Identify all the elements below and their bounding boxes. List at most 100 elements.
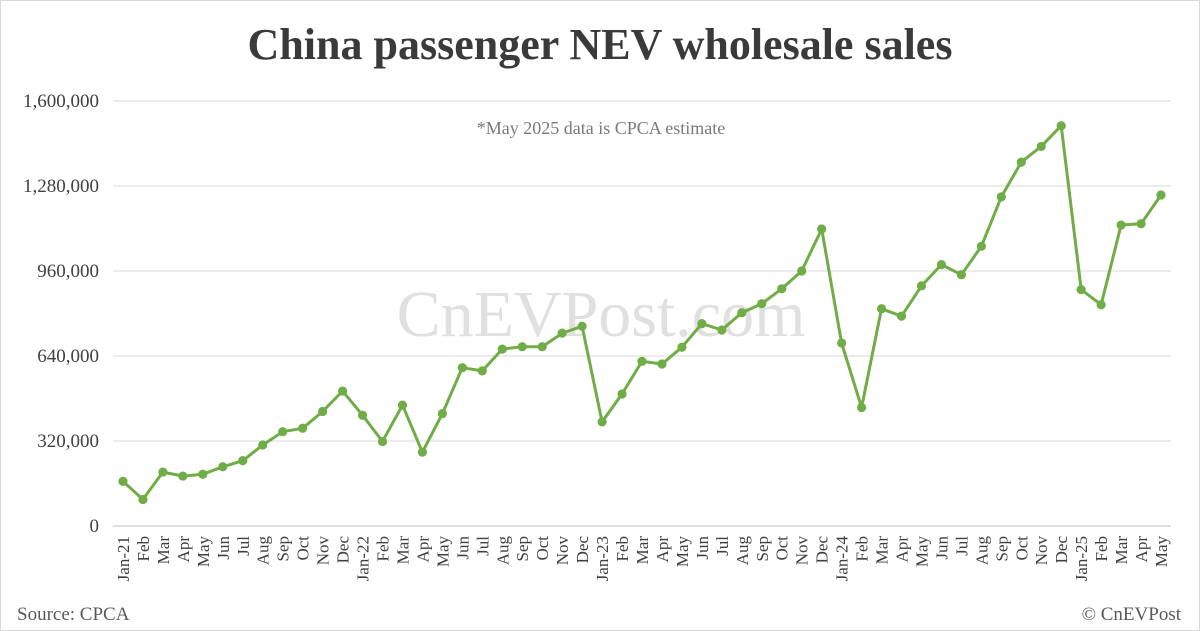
data-point — [737, 308, 747, 318]
data-point — [777, 284, 787, 294]
x-tick-label: Oct — [294, 536, 313, 561]
data-point — [218, 462, 228, 472]
data-point — [697, 318, 707, 329]
x-axis-tick-labels: Jan-21 Feb Mar Apr May Jun Jul Aug Sep Oct Nov Dec J… — [114, 536, 1171, 582]
data-point — [1136, 219, 1146, 229]
x-tick-label: Jul — [952, 536, 971, 556]
x-tick-label: May — [1152, 536, 1171, 568]
x-tick-label: Sep — [274, 536, 293, 562]
data-point — [158, 467, 168, 477]
gridlines — [113, 100, 1171, 527]
data-point — [377, 436, 388, 447]
x-tick-label: Dec — [1052, 536, 1071, 564]
data-point — [837, 338, 847, 348]
data-point — [357, 410, 368, 420]
data-point — [397, 400, 408, 410]
data-point — [1096, 300, 1106, 310]
x-tick-label: Jan-22 — [354, 536, 373, 581]
data-point — [637, 356, 647, 366]
data-point — [996, 192, 1006, 202]
x-tick-label: Mar — [154, 536, 173, 565]
data-point — [1116, 220, 1126, 230]
x-tick-label: Feb — [373, 536, 392, 562]
x-tick-label: Nov — [314, 536, 333, 566]
x-tick-label: Mar — [873, 536, 892, 565]
x-tick-label: Sep — [992, 536, 1011, 562]
data-point — [138, 494, 148, 505]
data-point — [757, 299, 767, 309]
x-tick-label: Aug — [493, 536, 512, 566]
y-tick-label: 0 — [90, 516, 100, 537]
data-point — [1156, 190, 1166, 200]
series-sales — [118, 121, 1166, 505]
data-point — [617, 389, 627, 399]
data-point — [956, 270, 966, 280]
x-tick-label: Apr — [893, 536, 912, 563]
y-tick-label: 640,000 — [37, 346, 99, 367]
x-tick-label: May — [194, 536, 213, 568]
data-point — [916, 281, 927, 291]
x-tick-label: Oct — [1012, 536, 1031, 561]
x-tick-label: Jul — [473, 536, 492, 556]
x-tick-label: Mar — [633, 536, 652, 565]
x-tick-label: Dec — [573, 536, 592, 564]
data-point — [118, 476, 128, 486]
x-tick-label: Nov — [553, 536, 572, 566]
data-point — [817, 224, 827, 234]
data-point — [437, 409, 447, 419]
data-point — [717, 325, 727, 335]
x-tick-label: Jan-25 — [1072, 536, 1091, 581]
data-point — [976, 241, 986, 251]
x-tick-label: Dec — [334, 536, 353, 564]
data-point — [337, 386, 348, 396]
x-tick-label: Aug — [733, 536, 752, 566]
y-tick-label: 320,000 — [37, 431, 99, 452]
x-tick-label: Jul — [713, 536, 732, 556]
x-tick-label: Jan-21 — [114, 536, 133, 581]
x-tick-label: Mar — [1112, 536, 1131, 565]
credit-label: © CnEVPost — [1082, 604, 1182, 625]
x-tick-label: Jan-24 — [833, 536, 852, 582]
x-tick-label: Aug — [972, 536, 991, 566]
data-point — [537, 342, 547, 352]
data-point — [797, 266, 807, 276]
data-point — [477, 366, 487, 376]
data-point — [198, 469, 208, 479]
data-point — [1016, 157, 1026, 167]
x-tick-label: Apr — [1132, 536, 1151, 563]
data-point — [896, 311, 907, 321]
data-point — [876, 304, 887, 314]
x-tick-label: Feb — [134, 536, 153, 562]
data-point — [318, 406, 328, 417]
data-point — [677, 342, 687, 352]
data-point — [417, 447, 428, 457]
x-tick-label: Jun — [932, 536, 951, 560]
data-point — [278, 427, 288, 437]
data-point — [577, 321, 587, 331]
x-tick-label: Mar — [393, 536, 412, 565]
data-point — [298, 423, 308, 433]
data-point — [597, 417, 607, 427]
x-tick-label: Oct — [773, 536, 792, 561]
y-tick-label: 1,280,000 — [23, 176, 99, 197]
x-tick-label: Aug — [254, 536, 273, 566]
source-label: Source: CPCA — [17, 604, 130, 625]
data-point — [1036, 141, 1046, 152]
data-point — [178, 471, 188, 481]
x-tick-label: May — [912, 536, 931, 568]
data-point — [1056, 121, 1066, 131]
x-tick-label: Jan-23 — [593, 536, 612, 581]
x-tick-label: Jun — [693, 536, 712, 560]
data-point — [856, 402, 867, 413]
y-tick-label: 1,600,000 — [23, 91, 99, 112]
data-point — [457, 363, 467, 373]
x-tick-label: Feb — [613, 536, 632, 562]
x-tick-label: Jul — [234, 536, 253, 556]
x-tick-label: Sep — [513, 536, 532, 562]
chart-title: China passenger NEV wholesale sales — [248, 20, 953, 69]
x-tick-label: Oct — [533, 536, 552, 561]
x-tick-label: Apr — [174, 536, 193, 563]
x-tick-label: May — [433, 536, 452, 568]
x-tick-label: Jun — [453, 536, 472, 560]
